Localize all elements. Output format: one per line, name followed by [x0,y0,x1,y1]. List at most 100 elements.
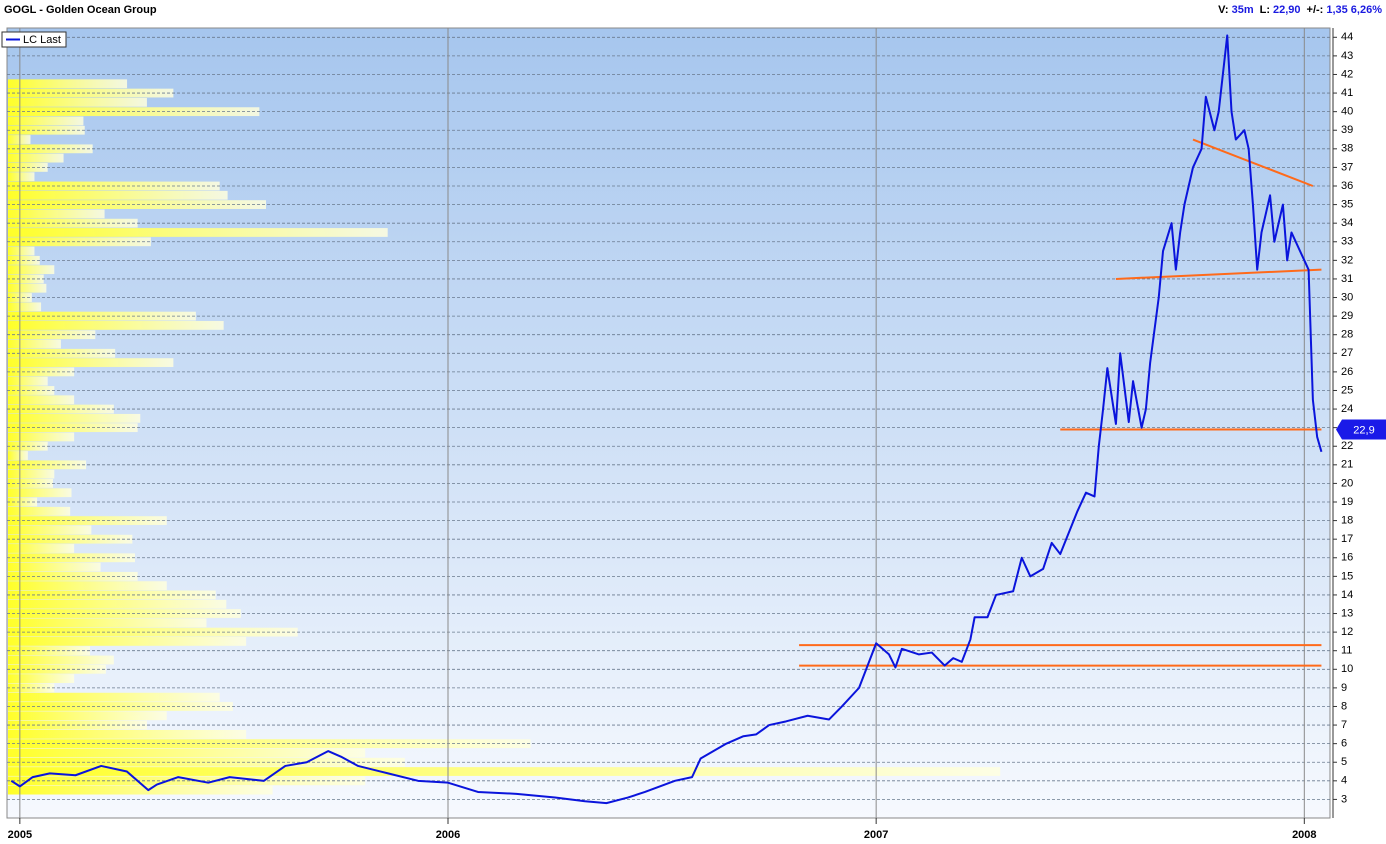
volume-bar [8,525,92,535]
volume-bar [8,348,116,358]
y-tick-label: 4 [1341,775,1347,787]
y-tick-label: 21 [1341,459,1353,471]
volume-bar [8,451,28,460]
y-tick-label: 10 [1341,663,1353,675]
trend-line [1192,138,1314,187]
volume-bar [8,581,167,591]
y-tick-label: 26 [1341,366,1353,378]
y-tick-label: 24 [1341,403,1353,415]
legend-box [1,31,67,48]
x-tick-label: 2006 [436,829,460,841]
volume-bar [8,757,405,767]
y-tick-label: 7 [1341,719,1347,731]
y-tick-label: 37 [1341,161,1353,173]
y-tick-label: 16 [1341,552,1353,564]
y-tick-label: 35 [1341,198,1353,210]
volume-bar [8,386,55,395]
volume-bar [8,274,44,284]
stats: V: 35m L: 22,90 +/-: 1,35 6,26% [1218,4,1382,16]
chart-title: GOGL - Golden Ocean Group [4,4,157,16]
legend-label: LC Last [23,34,61,46]
volume-bar [8,172,35,182]
volume-bar [8,748,366,758]
x-tick-label: 2005 [8,829,32,841]
volume-bar [8,506,71,516]
y-tick-label: 15 [1341,570,1353,582]
volume-bar [8,246,35,256]
y-tick-label: 27 [1341,347,1353,359]
volume-bar [8,330,96,340]
y-tick-label: 31 [1341,273,1353,285]
volume-bar [8,97,147,107]
volume-bar [8,358,174,367]
x-tick-label: 2008 [1292,829,1316,841]
y-tick-label: 44 [1341,31,1353,43]
volume-bar [8,729,247,739]
volume-bar [8,767,1001,776]
volume-bar [8,144,93,154]
trend-line [1115,268,1322,280]
volume-bar [8,432,75,442]
volume-bar [8,562,101,572]
y-tick-label: 19 [1341,496,1353,508]
y-tick-label: 25 [1341,384,1353,396]
volume-bar [8,228,388,237]
y-tick-label: 13 [1341,607,1353,619]
y-tick-label: 34 [1341,217,1353,229]
volume-bar [8,553,136,563]
x-tick-label: 2007 [864,829,888,841]
stat-label: V: [1218,4,1228,16]
volume-bar [8,311,196,321]
volume-bar [8,395,75,405]
y-tick-label: 41 [1341,87,1353,99]
stat-label: +/-: [1307,4,1324,16]
y-tick-label: 39 [1341,124,1353,136]
y-tick-label: 43 [1341,50,1353,62]
y-tick-label: 9 [1341,682,1347,694]
y-tick-label: 36 [1341,180,1353,192]
volume-bar [8,479,53,488]
volume-bar [8,190,228,200]
y-tick-label: 33 [1341,236,1353,248]
last-value-box [1336,419,1386,440]
y-tick-label: 28 [1341,329,1353,341]
y-tick-label: 30 [1341,291,1353,303]
volume-bar [8,116,84,126]
y-tick-label: 42 [1341,68,1353,80]
volume-bar [8,711,167,721]
volume-bar [8,590,216,600]
stat-value: 35m [1232,4,1254,16]
volume-bar [8,283,47,293]
volume-bar [8,692,220,702]
y-tick-label: 8 [1341,700,1347,712]
volume-bar [8,544,75,553]
stat-value: 22,90 [1273,4,1301,16]
volume-bar [8,125,85,135]
y-tick-label: 20 [1341,477,1353,489]
volume-bar [8,367,75,377]
y-tick-label: 3 [1341,793,1347,805]
y-tick-label: 6 [1341,738,1347,750]
volume-bar [8,785,273,795]
volume-bar [8,469,55,479]
volume-bar [8,209,105,219]
y-tick-label: 12 [1341,626,1353,638]
y-tick-label: 32 [1341,254,1353,266]
volume-bar [8,413,141,423]
price-line [10,34,1323,805]
volume-bar [8,153,64,163]
y-tick-label: 11 [1341,645,1352,657]
y-tick-label: 29 [1341,310,1353,322]
volume-bar [8,674,75,683]
volume-bar [8,404,114,414]
volume-bar [8,637,247,646]
volume-bar [8,683,55,693]
y-tick-label: 14 [1341,589,1353,601]
volume-bar [8,321,224,330]
volume-bar [8,265,55,275]
plot-area [6,27,1331,819]
volume-bar [8,488,72,498]
volume-bar [8,534,133,544]
y-tick-label: 22 [1341,440,1353,452]
